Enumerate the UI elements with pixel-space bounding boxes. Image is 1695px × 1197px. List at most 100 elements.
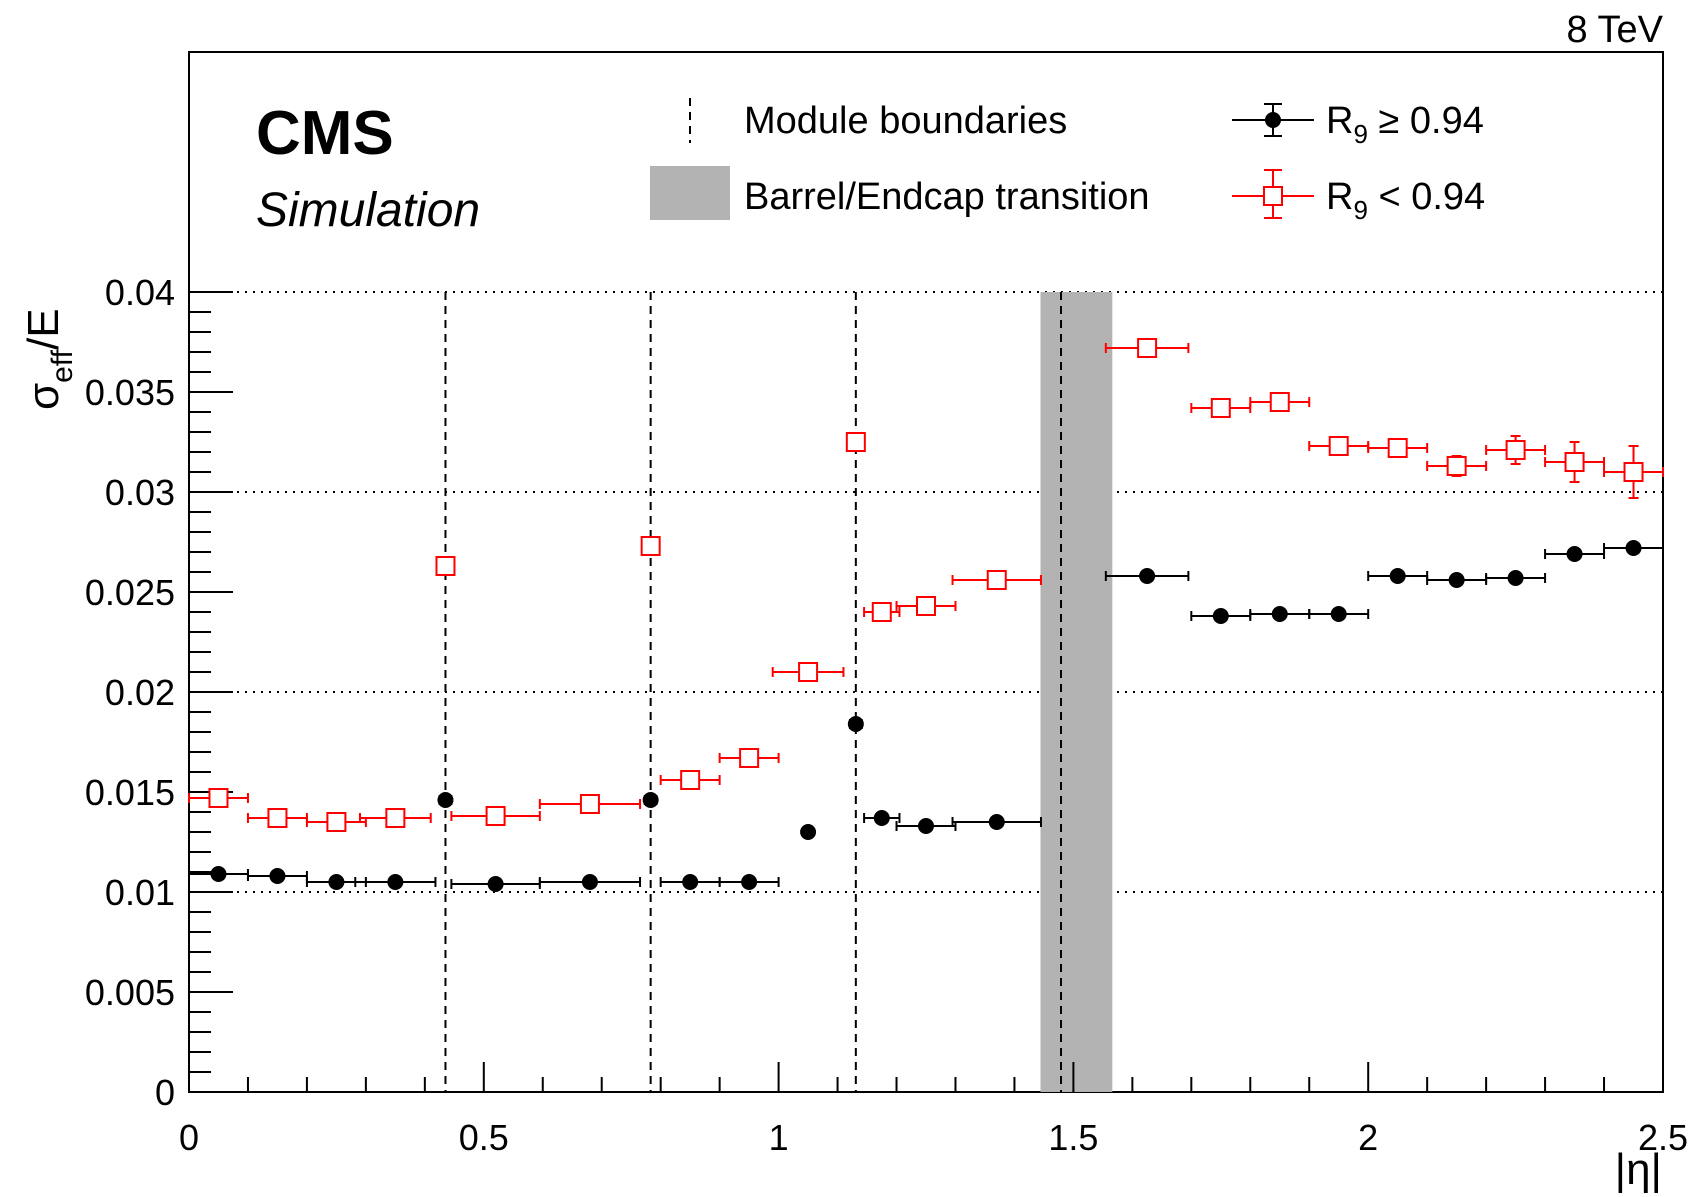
data-point [895,596,957,616]
marker-circle [387,874,404,890]
data-point [1544,546,1606,562]
transition-band [1040,292,1113,1092]
marker-square [680,770,701,790]
marker-circle [1330,606,1347,622]
experiment-label: CMS [256,99,394,168]
data-point [951,570,1042,590]
data-point [1603,445,1664,499]
data-point [1190,398,1252,418]
marker-square [208,788,229,808]
marker-square [326,812,347,832]
data-point [1603,540,1664,556]
data-point [1426,572,1488,588]
marker-square [845,432,866,452]
marker-square [435,556,456,576]
marker-square [916,596,936,616]
marker-square [798,662,819,682]
marker-circle [988,814,1005,830]
y-tick-label: 0.03 [105,472,175,513]
marker-circle [1448,572,1465,588]
data-point [718,748,780,768]
data-point [1104,338,1190,358]
data-point [538,874,642,890]
marker-square [385,808,406,828]
marker-square [1269,392,1290,412]
marker-square [1387,438,1408,458]
marker-circle [741,874,758,890]
x-tick-label: 1 [769,1117,789,1158]
data-point [659,770,721,790]
y-tick-label: 0 [155,1072,175,1113]
data-point [771,662,845,682]
marker-circle [581,874,598,890]
data-point [642,792,659,808]
data-point [450,806,541,826]
marker-square [267,808,288,828]
legend-series2-label: R9 < 0.94 [1326,176,1485,225]
y-tick-label: 0.035 [85,372,175,413]
marker-circle [328,874,345,890]
marker-circle [682,874,699,890]
legend-transition-label: Barrel/Endcap transition [744,176,1150,218]
y-axis-title: σeff/E [19,308,79,410]
x-tick-label: 0 [179,1117,199,1158]
data-point [246,808,308,828]
data-point [1104,568,1190,584]
series-layer [188,338,1664,892]
legend-transition-swatch [650,166,730,220]
marker-square [986,570,1007,590]
data-point [895,818,957,834]
x-tick-label: 0.5 [459,1117,509,1158]
data-point [1308,606,1370,622]
marker-circle [1389,568,1406,584]
marker-circle [1139,568,1156,584]
data-point [435,556,456,576]
y-tick-label: 0.01 [105,872,175,913]
data-point [1249,606,1311,622]
marker-square [1210,398,1231,418]
marker-circle [1271,606,1288,622]
data-point [718,874,780,890]
transition-band-layer [1040,292,1113,1092]
marker-square [579,794,600,814]
marker-circle [210,866,227,882]
marker-square [1623,462,1644,482]
axis-ticks-layer: 0 0.5 1 1.5 2 2.5 0 0.005 0.01 0.015 0.02 0.025 0.03… [85,272,1688,1158]
marker-circle [847,716,864,732]
data-point [863,602,901,622]
marker-circle [269,868,286,884]
marker-circle [1507,570,1524,586]
marker-square [1446,456,1467,476]
data-point [1426,455,1488,477]
data-point [1249,392,1311,412]
data-point [800,824,817,840]
marker-circle [1566,546,1583,562]
data-point [1367,438,1429,458]
legend: Module boundaries Barrel/Endcap transiti… [650,98,1485,225]
x-tick-label: 2.5 [1638,1117,1688,1158]
series-2 [188,338,1664,832]
data-point [1367,568,1429,584]
y-tick-label: 0.005 [85,972,175,1013]
marker-circle [800,824,817,840]
status-label: Simulation [256,184,480,237]
data-point [1485,570,1547,586]
data-point [305,812,367,832]
data-point [358,808,432,828]
marker-square [1328,436,1349,456]
marker-square [485,806,506,826]
data-point [659,874,721,890]
data-point [437,792,454,808]
data-point [538,794,642,814]
series-1 [188,540,1664,892]
marker-circle [918,818,934,834]
marker-square [1137,338,1158,358]
data-point [1485,435,1547,465]
marker-circle [642,792,659,808]
legend-module-boundaries-label: Module boundaries [744,100,1067,142]
data-point [450,876,541,892]
data-point [1308,436,1370,456]
marker-circle [873,810,890,826]
grid-layer [189,291,1663,893]
